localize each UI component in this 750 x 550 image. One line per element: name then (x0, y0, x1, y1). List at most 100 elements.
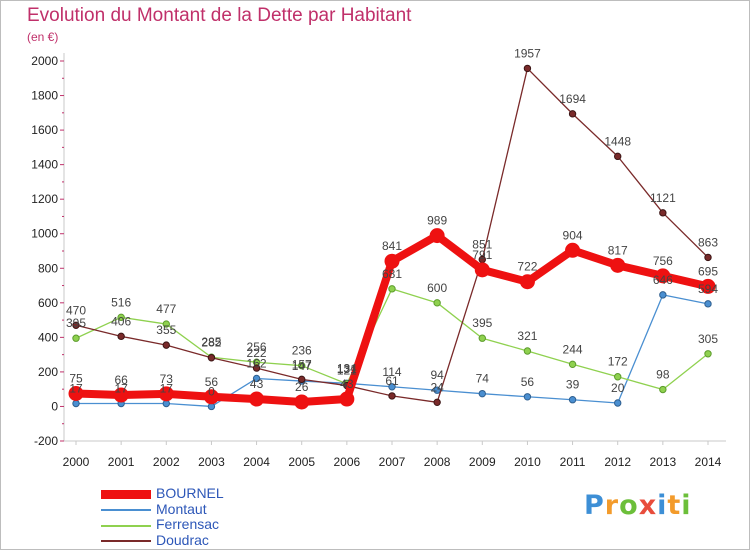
data-label: 791 (472, 248, 492, 262)
data-point (568, 360, 577, 369)
data-point (700, 278, 716, 294)
data-label: 17 (114, 382, 128, 396)
y-tick-label: 400 (38, 330, 58, 344)
data-point (568, 110, 577, 118)
data-point (68, 386, 84, 401)
data-point (72, 399, 80, 408)
data-label: 477 (156, 302, 176, 316)
x-tick-label: 2001 (108, 455, 135, 469)
x-tick-label: 2007 (379, 455, 406, 469)
data-point (565, 242, 581, 258)
x-tick-label: 2012 (604, 455, 631, 469)
data-label: 43 (250, 377, 264, 391)
data-label: 756 (653, 254, 673, 268)
data-label: 863 (698, 235, 718, 249)
data-point (655, 268, 671, 284)
x-tick-label: 2014 (695, 455, 722, 469)
legend-label: BOURNEL (156, 485, 224, 501)
y-tick-label: -200 (34, 434, 58, 448)
x-tick-label: 2011 (560, 455, 586, 469)
data-point (207, 354, 216, 362)
data-point (519, 274, 535, 290)
data-label: 244 (563, 342, 583, 356)
data-label: 695 (698, 264, 718, 278)
data-label: 98 (656, 368, 670, 382)
data-label: 1121 (650, 191, 676, 205)
data-label: 17 (160, 382, 174, 396)
data-point (523, 64, 532, 73)
y-tick-label: 800 (38, 261, 58, 275)
data-label: 26 (295, 380, 309, 394)
data-point (478, 389, 486, 398)
data-label: 56 (521, 375, 535, 389)
logo-letter: P (584, 490, 605, 521)
data-label: 157 (292, 357, 312, 371)
data-point (523, 393, 532, 401)
legend-item-bournel: BOURNEL (101, 485, 281, 502)
data-label: 406 (111, 314, 131, 328)
y-tick-label: 1400 (31, 158, 58, 172)
data-point (158, 386, 174, 402)
legend-label: Ferrensac (156, 516, 220, 532)
data-point (614, 373, 622, 381)
data-point (203, 389, 219, 405)
legend-label: Montaut (156, 500, 207, 517)
x-tick-label: 2008 (424, 455, 451, 469)
data-label: 681 (382, 267, 402, 281)
x-tick-label: 2002 (153, 455, 180, 469)
y-tick-label: 200 (38, 365, 58, 379)
data-point (117, 332, 125, 341)
data-point (659, 209, 667, 217)
x-tick-label: 2006 (334, 455, 361, 469)
data-point (388, 392, 396, 400)
data-label: 172 (608, 355, 628, 369)
legend-swatch (101, 540, 151, 542)
data-point (704, 253, 712, 262)
logo-letter: i (657, 490, 668, 521)
legend-swatch (101, 509, 151, 511)
data-point (433, 398, 441, 407)
data-label: 904 (563, 228, 583, 242)
data-label: 114 (382, 365, 401, 379)
data-label: 147 (292, 359, 312, 373)
data-label: 1957 (514, 46, 541, 60)
y-tick-label: 600 (38, 296, 58, 310)
y-tick-label: 2000 (31, 54, 58, 68)
x-tick-label: 2013 (650, 455, 677, 469)
data-point (298, 361, 306, 370)
data-point (614, 152, 622, 161)
data-label: 17 (69, 382, 83, 396)
data-point (433, 299, 441, 307)
x-tick-label: 2003 (198, 455, 225, 469)
logo-letter: r (604, 490, 620, 521)
legend-item-doudrac: Doudrac (101, 531, 281, 549)
data-label: 121 (337, 364, 357, 378)
data-label: 134 (337, 361, 357, 375)
x-tick-label: 2004 (243, 455, 270, 469)
data-label: 43 (340, 377, 354, 391)
data-point (298, 375, 306, 384)
data-label: 75 (69, 372, 83, 386)
logo-letter: t (667, 490, 682, 521)
data-point (614, 399, 622, 407)
data-label: 851 (472, 237, 492, 251)
data-label: 470 (66, 303, 86, 317)
data-label: 94 (430, 368, 444, 382)
data-label: 594 (698, 282, 718, 296)
data-label: 355 (156, 323, 176, 337)
data-label: 817 (608, 243, 628, 257)
data-point (659, 385, 667, 394)
legend-label: Doudrac (156, 531, 209, 548)
data-label: 841 (382, 239, 402, 253)
series-line-doudrac (75, 67, 709, 403)
data-point (113, 387, 129, 403)
data-point (659, 291, 667, 299)
data-point (478, 334, 486, 342)
data-label: 0 (208, 384, 215, 398)
data-label: 24 (430, 380, 444, 394)
data-label: 1694 (559, 92, 586, 106)
y-tick-label: 1600 (31, 123, 58, 137)
x-tick-label: 2005 (288, 455, 315, 469)
proxiti-logo: Proxiti (584, 490, 692, 521)
